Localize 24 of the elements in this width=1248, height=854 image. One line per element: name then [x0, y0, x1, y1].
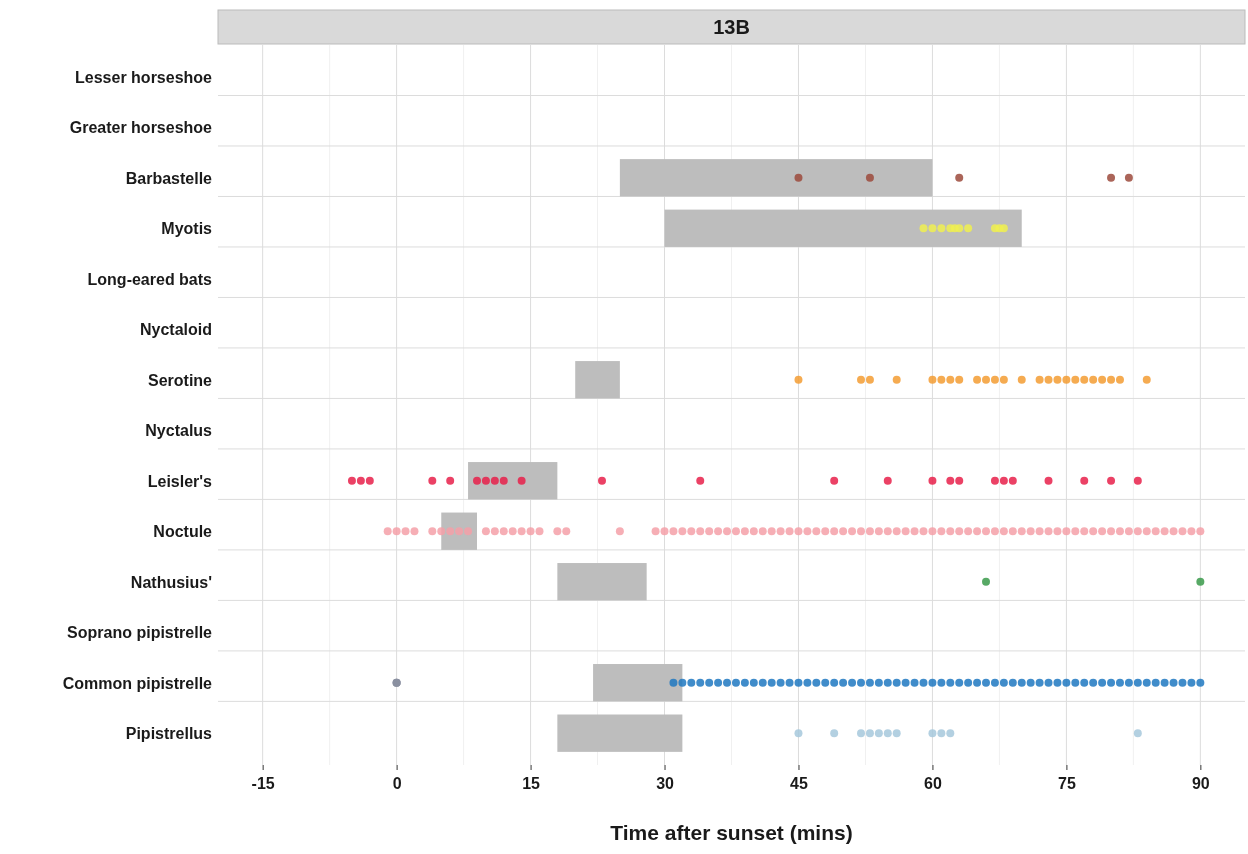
x-tick-label: -15 — [251, 775, 275, 792]
y-tick-label: Common pipistrelle — [62, 674, 213, 692]
y-tick-label: Lesser horseshoe — [75, 68, 213, 86]
y-tick-label: Nathusius' — [130, 573, 212, 591]
y-tick-label: Serotine — [147, 371, 213, 389]
y-tick-label: Pipistrellus — [125, 725, 213, 743]
chart-title: 13B — [713, 16, 750, 38]
x-tick-label: 30 — [656, 775, 675, 792]
x-tick-label: 75 — [1057, 775, 1076, 792]
x-tick-label: 45 — [790, 775, 808, 792]
x-tick-label: 15 — [522, 775, 541, 792]
y-tick-label: Greater horseshoe — [69, 119, 213, 137]
y-tick-label: Long-eared bats — [87, 270, 213, 288]
x-tick-label: 60 — [924, 775, 942, 792]
y-tick-label: Leisler's — [147, 472, 213, 490]
x-axis-title: Time after sunset (mins) — [610, 821, 853, 844]
y-tick-label: Myotis — [161, 220, 213, 238]
y-tick-label: Barbastelle — [125, 169, 213, 187]
y-tick-label: Soprano pipistrelle — [67, 624, 213, 642]
y-tick-label: Nyctaloid — [139, 321, 212, 339]
y-tick-label: Nyctalus — [145, 422, 213, 440]
x-tick-label: 90 — [1191, 775, 1210, 792]
y-tick-label: Noctule — [153, 523, 213, 541]
x-tick-label: 0 — [392, 775, 402, 792]
